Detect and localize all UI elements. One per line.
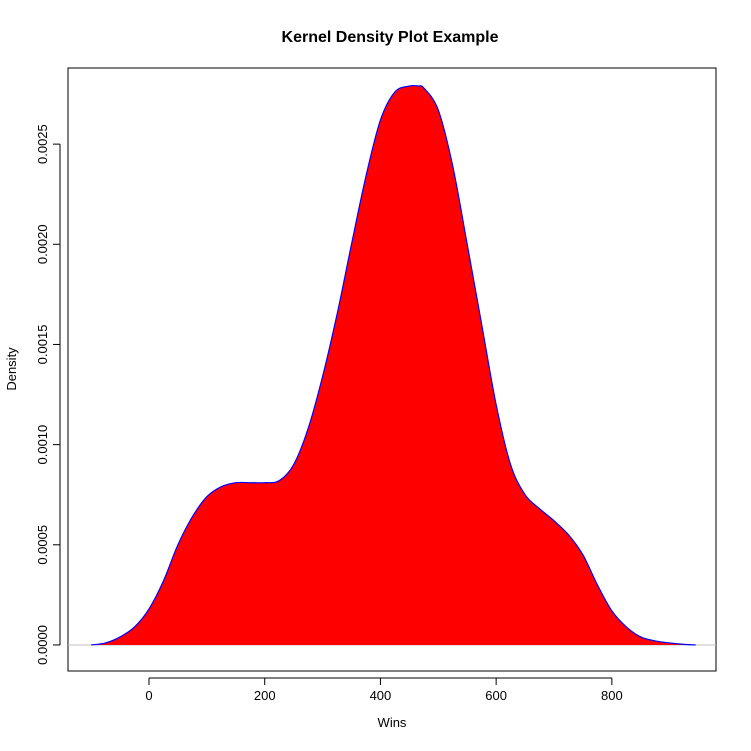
x-axis-label: Wins bbox=[378, 715, 407, 730]
y-tick-label: 0.0025 bbox=[35, 124, 50, 164]
y-axis: 0.0000 0.0005 0.0010 0.0015 0.0020 0.0025 bbox=[35, 124, 61, 665]
y-tick-label: 0.0015 bbox=[35, 325, 50, 365]
plot-frame bbox=[67, 67, 717, 672]
density-area bbox=[91, 85, 696, 645]
x-axis: 0 200 400 600 800 bbox=[145, 677, 623, 703]
y-tick-label: 0.0010 bbox=[35, 425, 50, 465]
y-tick-label: 0.0000 bbox=[35, 625, 50, 665]
y-axis-label: Density bbox=[4, 347, 19, 391]
y-tick-label: 0.0020 bbox=[35, 224, 50, 264]
density-line bbox=[91, 84, 696, 646]
x-tick-label: 200 bbox=[254, 688, 276, 703]
y-tick-label: 0.0005 bbox=[35, 525, 50, 565]
x-tick-label: 600 bbox=[485, 688, 507, 703]
chart-title: Kernel Density Plot Example bbox=[282, 29, 499, 46]
x-tick-label: 400 bbox=[370, 688, 392, 703]
x-tick-label: 800 bbox=[601, 688, 623, 703]
x-tick-label: 0 bbox=[145, 688, 152, 703]
